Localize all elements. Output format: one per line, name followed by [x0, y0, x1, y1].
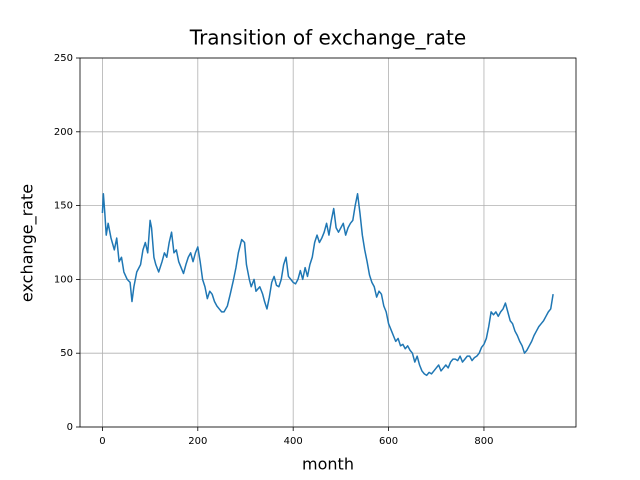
- x-tick-label: 400: [284, 436, 303, 447]
- y-tick-label: 0: [67, 422, 73, 433]
- y-tick-label: 50: [60, 348, 73, 359]
- y-tick-label: 150: [54, 201, 73, 212]
- plot-frame: [79, 57, 577, 428]
- y-tick-label: 200: [54, 127, 73, 138]
- data-line: [101, 193, 554, 377]
- x-tick-label: 200: [188, 436, 207, 447]
- x-tick-label: 600: [379, 436, 398, 447]
- y-tick-label: 100: [54, 274, 73, 285]
- chart-title: Transition of exchange_rate: [189, 26, 466, 50]
- x-axis-label: month: [302, 455, 354, 474]
- y-axis-label: exchange_rate: [18, 184, 38, 302]
- x-tick-label: 800: [474, 436, 493, 447]
- y-tick-label: 250: [54, 53, 73, 64]
- x-tick-label: 0: [99, 436, 105, 447]
